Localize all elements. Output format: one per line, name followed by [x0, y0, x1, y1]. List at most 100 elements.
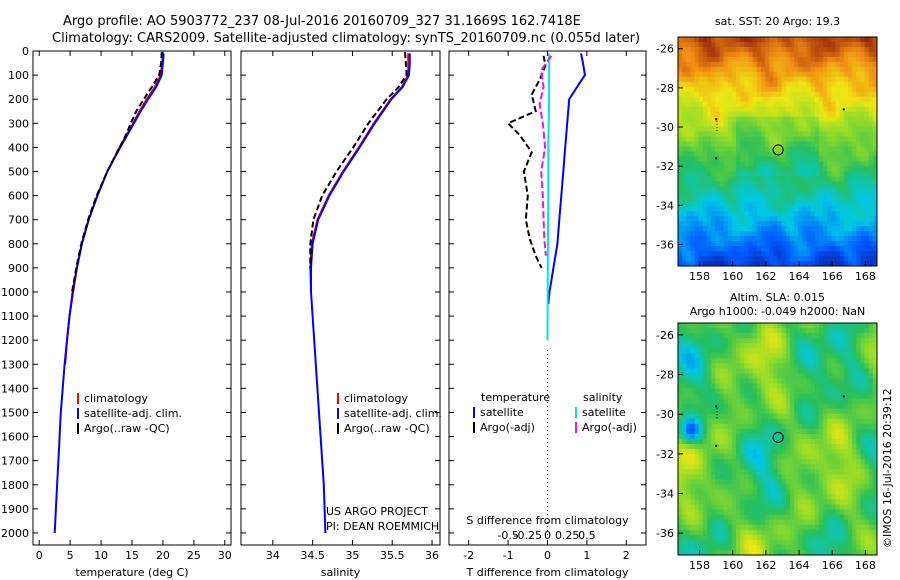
map-cell: [744, 37, 749, 43]
map-cell: [781, 56, 787, 63]
map-cell: [839, 206, 845, 212]
map-cell: [711, 433, 716, 440]
map-cell: [831, 383, 836, 389]
map-cell: [711, 509, 716, 516]
map-cell: [868, 161, 874, 167]
map-cell: [852, 514, 857, 521]
map-cell: [789, 251, 795, 257]
map-cell: [839, 449, 845, 455]
imos-credit: ©IMOS 16-Jul-2016 20:39:12: [881, 388, 894, 548]
map-cell: [773, 126, 778, 132]
map-cell: [872, 393, 878, 400]
map-cell: [731, 206, 737, 212]
map-cell: [744, 388, 749, 395]
map-cell: [682, 201, 687, 207]
map-cell: [856, 61, 861, 68]
map-cell: [769, 408, 774, 415]
map-cell: [715, 388, 720, 395]
map-cell: [748, 111, 754, 118]
map-cell: [852, 388, 857, 395]
map-cell: [711, 126, 716, 132]
map-cell: [823, 211, 828, 217]
map-cell: [694, 126, 700, 132]
map-cell: [852, 333, 857, 339]
map-cell: [806, 186, 812, 192]
map-cell: [831, 529, 836, 536]
map-cell: [860, 398, 865, 405]
map-cell: [756, 241, 762, 247]
map-cell: [723, 226, 729, 232]
map-cell: [785, 226, 791, 232]
map-cell: [831, 46, 836, 53]
map-cell: [698, 156, 704, 162]
map-cell: [678, 499, 683, 505]
map-cell: [769, 121, 774, 128]
map-cell: [773, 196, 778, 202]
map-cell: [802, 368, 807, 374]
map-cell: [756, 418, 762, 425]
map-cell: [831, 106, 836, 113]
map-cell: [769, 196, 774, 202]
map-cell: [731, 479, 737, 485]
map-cell: [715, 171, 720, 177]
map-cell: [802, 348, 807, 354]
map-cell: [752, 449, 758, 455]
map-cell: [702, 444, 708, 450]
map-cell: [814, 176, 820, 182]
map-cell: [690, 56, 695, 63]
map-cell: [678, 201, 683, 207]
map-cell: [785, 388, 791, 395]
map-cell: [698, 196, 704, 202]
map-cell: [798, 413, 803, 420]
map-cell: [760, 444, 766, 450]
map-cell: [773, 459, 778, 465]
map-cell: [773, 454, 778, 460]
map-cell: [847, 489, 853, 495]
map-cell: [773, 444, 778, 450]
series-line: [71, 52, 163, 293]
map-cell: [769, 176, 774, 182]
map-cell: [785, 544, 791, 551]
map-cell: [702, 111, 708, 118]
map-cell: [856, 76, 861, 83]
map-cell: [806, 241, 812, 247]
map-cell: [765, 211, 770, 217]
map-cell: [707, 181, 712, 187]
map-cell: [847, 504, 853, 511]
map-cell: [835, 474, 841, 480]
map-cell: [852, 368, 857, 374]
map-cell: [856, 261, 861, 267]
map-cell: [702, 206, 708, 212]
series-line: [309, 53, 410, 293]
map-cell: [731, 186, 737, 192]
map-cell: [748, 388, 754, 395]
map-cell: [756, 261, 762, 267]
map-cell: [823, 171, 828, 177]
map-cell: [802, 383, 807, 389]
map-cell: [789, 529, 795, 536]
map-cell: [765, 489, 770, 495]
map-cell: [765, 549, 770, 556]
map-cell: [707, 86, 712, 93]
legend-entry: satellite: [582, 406, 626, 419]
map-cell: [740, 484, 745, 490]
map-cell: [814, 37, 820, 43]
map-cell: [731, 444, 737, 450]
map-cell: [831, 251, 836, 257]
map-cell: [678, 454, 683, 460]
map-cell: [785, 71, 791, 78]
map-cell: [773, 418, 778, 425]
map-cell: [698, 529, 704, 536]
map-cell: [707, 146, 712, 152]
map-cell: [765, 37, 770, 43]
map-cell: [756, 206, 762, 212]
map-cell: [752, 353, 758, 359]
map-cell: [827, 398, 832, 405]
map-cell: [686, 46, 691, 53]
map-cell: [852, 131, 857, 137]
map-cell: [698, 201, 704, 207]
map-cell: [798, 241, 803, 247]
map-cell: [719, 519, 725, 526]
map-cell: [798, 221, 803, 227]
